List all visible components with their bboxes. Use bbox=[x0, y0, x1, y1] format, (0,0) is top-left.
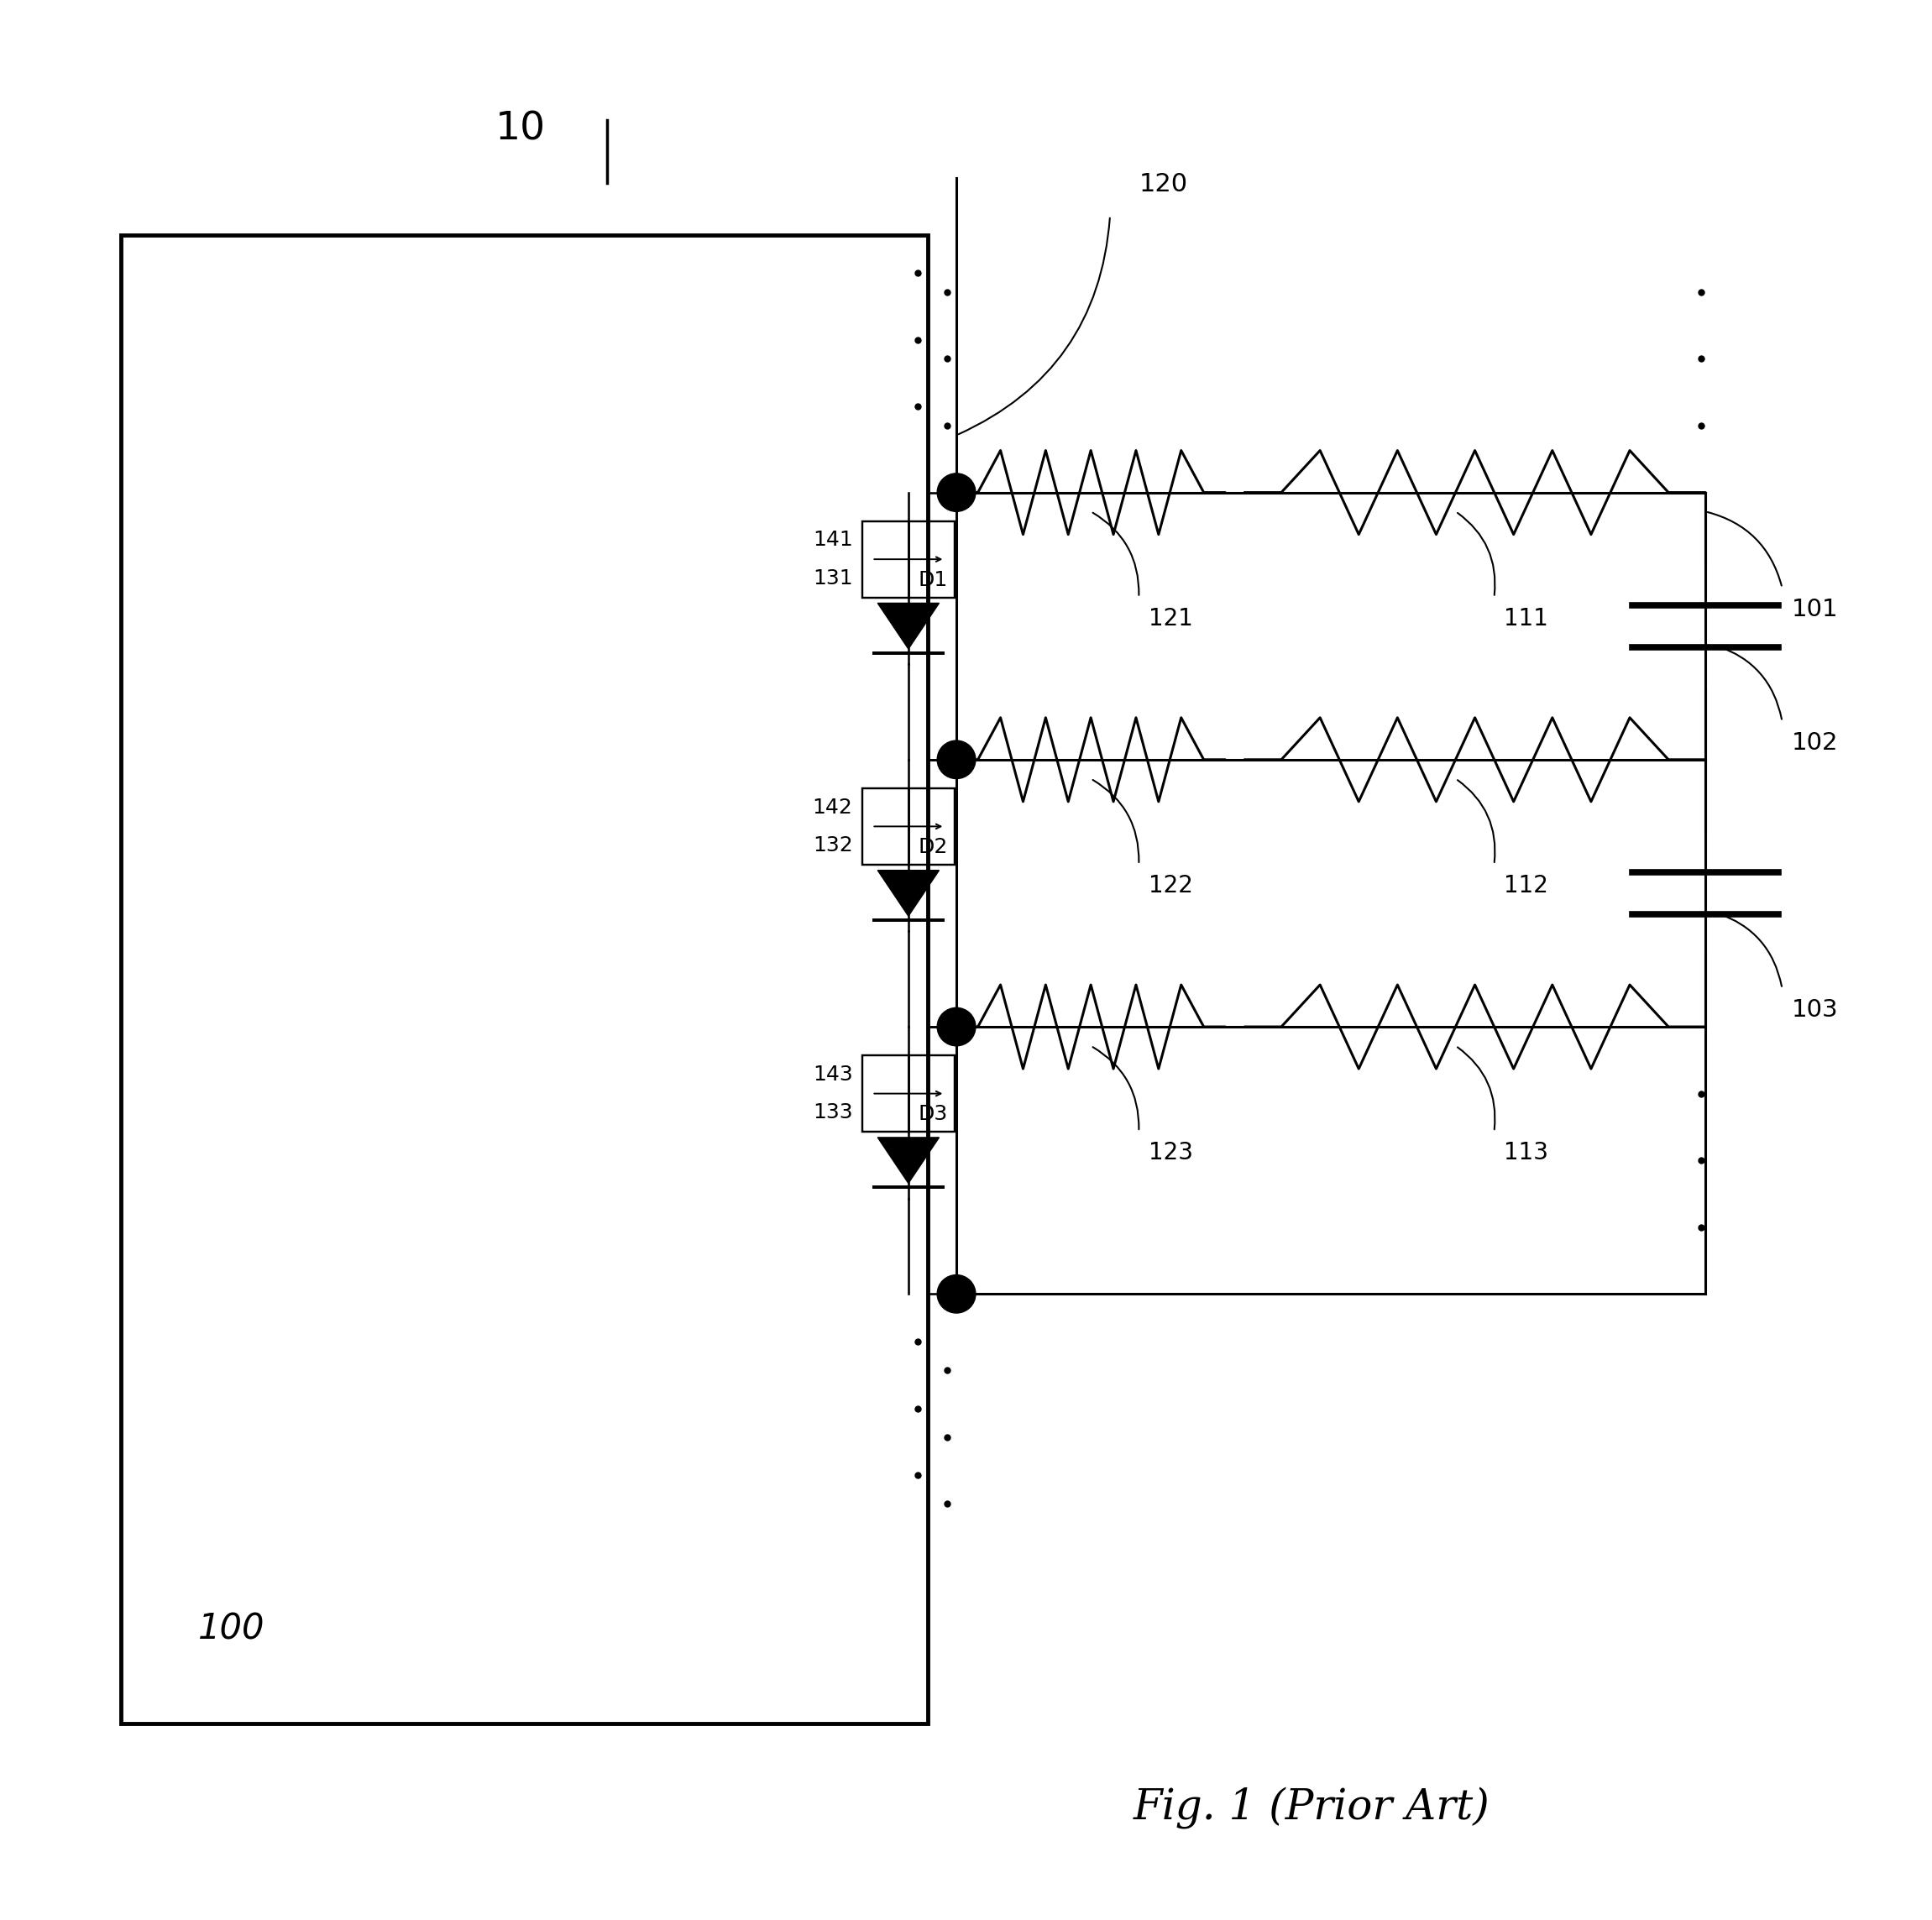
Text: 120: 120 bbox=[1138, 173, 1188, 196]
Polygon shape bbox=[877, 1137, 939, 1183]
Bar bbox=[862, 520, 954, 597]
Text: D1: D1 bbox=[918, 570, 947, 589]
Circle shape bbox=[937, 741, 976, 780]
Text: 123: 123 bbox=[1148, 1140, 1192, 1165]
Text: D3: D3 bbox=[918, 1104, 947, 1123]
Text: 121: 121 bbox=[1148, 607, 1192, 630]
Circle shape bbox=[937, 1008, 976, 1046]
Text: 113: 113 bbox=[1503, 1140, 1548, 1165]
Text: 103: 103 bbox=[1791, 998, 1839, 1021]
Text: 111: 111 bbox=[1503, 607, 1548, 630]
Text: 10: 10 bbox=[495, 111, 547, 148]
Polygon shape bbox=[877, 603, 939, 649]
Circle shape bbox=[937, 1275, 976, 1313]
Text: 142: 142 bbox=[813, 797, 852, 818]
Polygon shape bbox=[877, 870, 939, 916]
Text: 122: 122 bbox=[1148, 874, 1192, 899]
Bar bbox=[122, 234, 927, 1724]
Text: 131: 131 bbox=[813, 568, 852, 588]
Text: 112: 112 bbox=[1503, 874, 1548, 899]
Bar bbox=[862, 1056, 954, 1131]
Text: D2: D2 bbox=[918, 837, 949, 856]
Text: 102: 102 bbox=[1791, 732, 1839, 755]
Text: Fig. 1 (Prior Art): Fig. 1 (Prior Art) bbox=[1134, 1786, 1490, 1828]
Text: 133: 133 bbox=[813, 1102, 852, 1123]
Circle shape bbox=[937, 474, 976, 511]
Text: 101: 101 bbox=[1791, 597, 1839, 620]
Text: 100: 100 bbox=[197, 1611, 265, 1647]
Bar bbox=[862, 789, 954, 864]
Text: 143: 143 bbox=[813, 1064, 852, 1085]
Text: 132: 132 bbox=[813, 835, 852, 856]
Text: 141: 141 bbox=[813, 530, 852, 551]
